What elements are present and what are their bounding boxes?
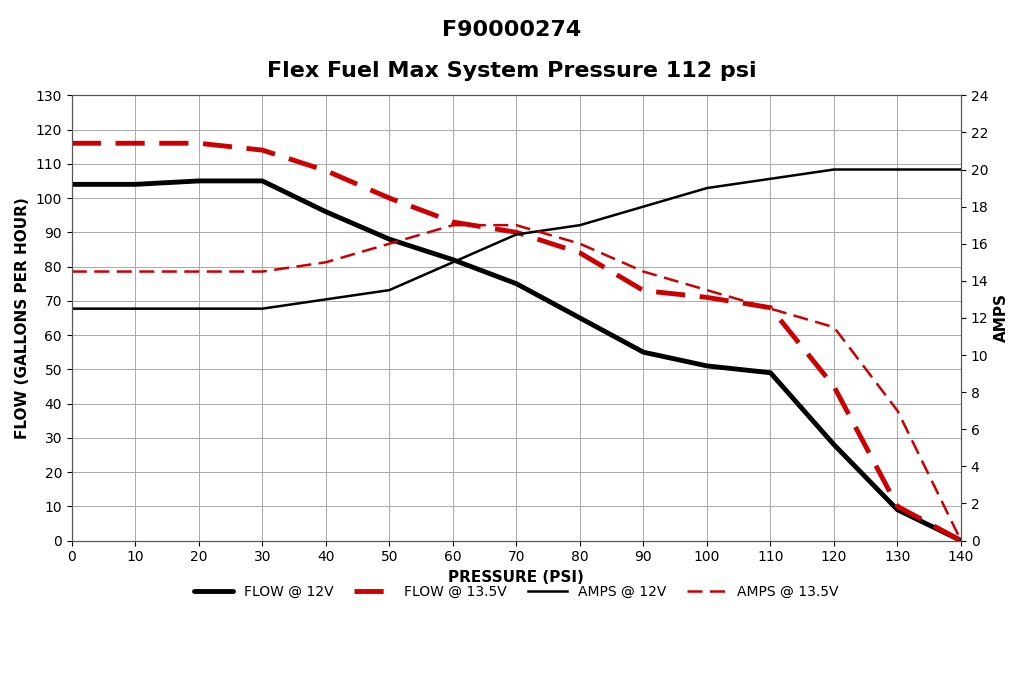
FLOW @ 13.5V: [129, 139, 141, 148]
AMPS @ 12V: [573, 221, 586, 229]
AMPS @ 12V: [954, 165, 967, 173]
AMPS @ 13.5V: [637, 267, 649, 275]
AMPS @ 12V: [446, 258, 459, 267]
FLOW @ 13.5V: [764, 303, 776, 311]
AMPS @ 13.5V: [510, 221, 522, 229]
AMPS @ 12V: [700, 184, 713, 192]
AMPS @ 13.5V: [764, 305, 776, 313]
AMPS @ 13.5V: [129, 267, 141, 275]
FLOW @ 13.5V: [573, 249, 586, 257]
FLOW @ 12V: [637, 348, 649, 356]
AMPS @ 12V: [129, 305, 141, 313]
FLOW @ 13.5V: [891, 503, 903, 511]
Text: Flex Fuel Max System Pressure 112 psi: Flex Fuel Max System Pressure 112 psi: [267, 61, 757, 81]
AMPS @ 12V: [383, 286, 395, 294]
AMPS @ 13.5V: [573, 239, 586, 248]
Line: AMPS @ 13.5V: AMPS @ 13.5V: [72, 225, 961, 541]
FLOW @ 13.5V: [954, 537, 967, 545]
FLOW @ 12V: [700, 362, 713, 370]
AMPS @ 12V: [319, 295, 332, 303]
FLOW @ 12V: [66, 180, 78, 188]
FLOW @ 12V: [827, 441, 840, 449]
FLOW @ 12V: [954, 537, 967, 545]
FLOW @ 12V: [383, 235, 395, 243]
AMPS @ 13.5V: [66, 267, 78, 275]
FLOW @ 13.5V: [827, 382, 840, 390]
Y-axis label: FLOW (GALLONS PER HOUR): FLOW (GALLONS PER HOUR): [15, 197, 30, 439]
AMPS @ 13.5V: [383, 239, 395, 248]
FLOW @ 13.5V: [637, 286, 649, 294]
FLOW @ 13.5V: [193, 139, 205, 148]
AMPS @ 13.5V: [256, 267, 268, 275]
FLOW @ 13.5V: [66, 139, 78, 148]
AMPS @ 13.5V: [891, 407, 903, 415]
AMPS @ 13.5V: [700, 286, 713, 294]
Text: F90000274: F90000274: [442, 20, 582, 40]
FLOW @ 13.5V: [700, 293, 713, 301]
AMPS @ 12V: [510, 231, 522, 239]
Legend: FLOW @ 12V, FLOW @ 13.5V, AMPS @ 12V, AMPS @ 13.5V: FLOW @ 12V, FLOW @ 13.5V, AMPS @ 12V, AM…: [188, 580, 845, 605]
AMPS @ 12V: [256, 305, 268, 313]
FLOW @ 12V: [129, 180, 141, 188]
Line: AMPS @ 12V: AMPS @ 12V: [72, 169, 961, 309]
AMPS @ 12V: [637, 203, 649, 211]
FLOW @ 12V: [446, 256, 459, 264]
FLOW @ 13.5V: [383, 194, 395, 202]
FLOW @ 13.5V: [256, 146, 268, 154]
AMPS @ 13.5V: [827, 323, 840, 331]
Line: FLOW @ 13.5V: FLOW @ 13.5V: [72, 143, 961, 541]
FLOW @ 12V: [193, 177, 205, 185]
FLOW @ 12V: [764, 369, 776, 377]
AMPS @ 12V: [764, 175, 776, 183]
Y-axis label: AMPS: AMPS: [994, 294, 1009, 343]
AMPS @ 13.5V: [954, 537, 967, 545]
AMPS @ 13.5V: [446, 221, 459, 229]
AMPS @ 12V: [891, 165, 903, 173]
FLOW @ 12V: [891, 506, 903, 514]
AMPS @ 12V: [66, 305, 78, 313]
AMPS @ 12V: [193, 305, 205, 313]
FLOW @ 13.5V: [319, 167, 332, 175]
AMPS @ 13.5V: [193, 267, 205, 275]
Line: FLOW @ 12V: FLOW @ 12V: [72, 181, 961, 541]
FLOW @ 12V: [510, 279, 522, 288]
AMPS @ 12V: [827, 165, 840, 173]
FLOW @ 12V: [256, 177, 268, 185]
AMPS @ 13.5V: [319, 258, 332, 267]
FLOW @ 13.5V: [446, 218, 459, 226]
FLOW @ 13.5V: [510, 228, 522, 237]
FLOW @ 12V: [319, 207, 332, 216]
FLOW @ 12V: [573, 314, 586, 322]
X-axis label: PRESSURE (PSI): PRESSURE (PSI): [449, 570, 585, 585]
